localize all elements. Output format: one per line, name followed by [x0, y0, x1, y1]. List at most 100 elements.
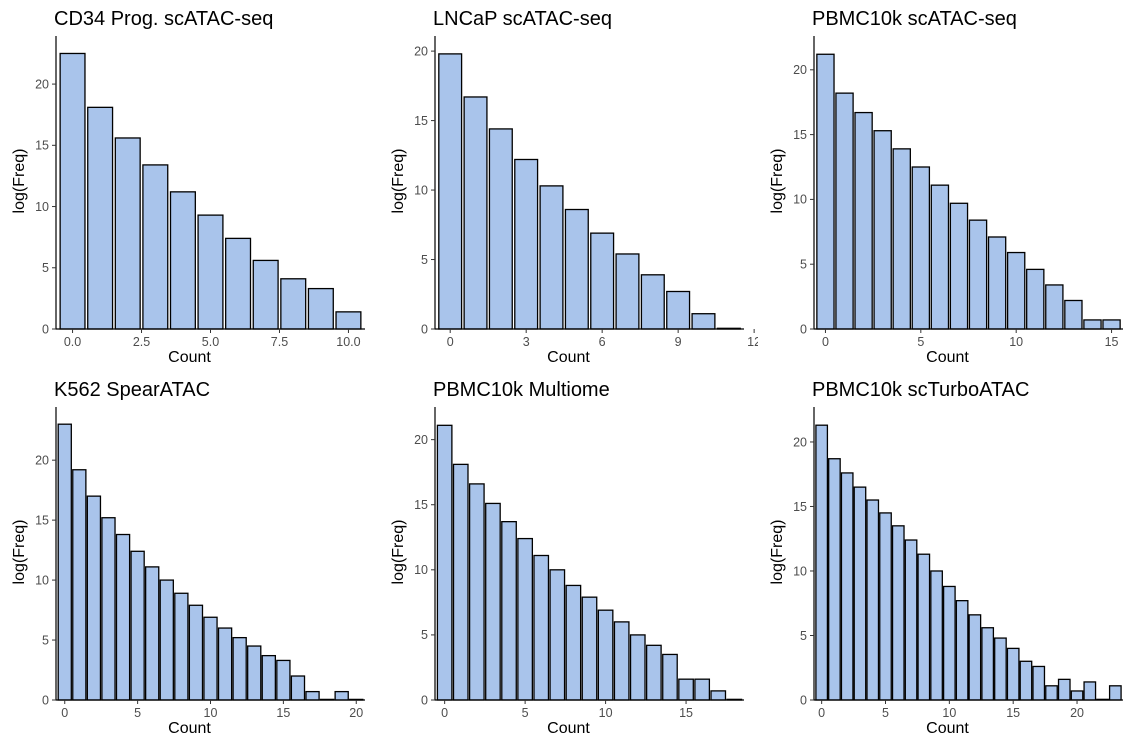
y-tick-label: 0	[421, 322, 428, 336]
bar	[276, 659, 291, 701]
y-axis-label: log(Freq)	[769, 519, 786, 585]
bar	[72, 469, 87, 701]
bar	[115, 533, 131, 701]
bar	[1102, 319, 1121, 330]
bar	[252, 259, 279, 330]
bar	[197, 214, 224, 330]
bar	[1006, 251, 1026, 330]
chart-plot: 0 5 10 15 20 0 3 6 9 12	[414, 36, 758, 349]
bar	[1108, 685, 1122, 701]
y-tick-label: 15	[793, 500, 807, 514]
chart-title: PBMC10k Multiome	[433, 379, 610, 401]
bar	[188, 604, 204, 701]
bar	[987, 236, 1007, 330]
bar	[678, 678, 694, 701]
bar	[514, 158, 539, 330]
bar	[1045, 284, 1064, 330]
bar	[485, 502, 501, 701]
x-axis-label: Count	[547, 349, 590, 366]
bar	[597, 609, 614, 701]
bar	[904, 539, 918, 701]
y-tick-label: 0	[421, 693, 428, 707]
x-tick-label: 12	[747, 335, 758, 349]
bar	[159, 579, 174, 701]
y-tick-label: 15	[35, 513, 49, 527]
x-tick-label: 0	[447, 335, 454, 349]
bar	[942, 585, 956, 701]
bar	[334, 690, 349, 701]
bar	[835, 92, 854, 330]
bar	[232, 636, 247, 701]
bar	[840, 472, 854, 701]
bar	[335, 311, 362, 330]
bar	[463, 96, 488, 330]
x-tick-label: 0	[61, 706, 68, 720]
y-tick-label: 5	[800, 629, 807, 643]
y-tick-label: 15	[414, 114, 428, 128]
bar	[828, 458, 841, 701]
bar	[217, 627, 233, 701]
x-axis-label: Count	[168, 349, 211, 366]
bar	[853, 486, 867, 701]
bar	[1057, 678, 1071, 701]
x-tick-label: 20	[1070, 706, 1084, 720]
bar	[114, 137, 141, 330]
bar	[955, 600, 969, 701]
y-tick-label: 20	[35, 77, 49, 91]
bar	[873, 130, 892, 330]
bar	[564, 208, 589, 330]
bar	[854, 111, 873, 330]
x-tick-label: 5	[134, 706, 141, 720]
y-tick-label: 0	[800, 322, 807, 336]
bar	[615, 253, 640, 330]
x-axis-label: Count	[926, 349, 969, 366]
bar	[994, 637, 1007, 701]
bar	[662, 653, 678, 701]
bar	[468, 483, 485, 701]
x-tick-label: 0	[822, 335, 829, 349]
x-tick-label: 5	[882, 706, 889, 720]
bar	[645, 644, 662, 701]
y-tick-label: 20	[35, 453, 49, 467]
chart-plot: 0 5 10 15 20 0 5 10 15	[414, 407, 744, 720]
bar	[549, 569, 566, 701]
bar	[1045, 685, 1058, 701]
bar	[1064, 299, 1083, 330]
chart-plot: 0 5 10 15 20 0 5 10 15	[793, 36, 1123, 349]
bar	[169, 191, 196, 330]
chart-title: LNCaP scATAC-seq	[433, 8, 612, 30]
bar	[590, 232, 615, 330]
x-tick-label: 15	[1105, 335, 1119, 349]
x-tick-label: 0.0	[64, 335, 81, 349]
y-tick-label: 5	[421, 628, 428, 642]
y-tick-label: 20	[793, 435, 807, 449]
panel-2: PBMC10k scATAC-seq 0 5 10 15 20 0 5 10 15 Count …	[758, 0, 1137, 371]
y-axis-label: log(Freq)	[769, 148, 786, 214]
bar	[968, 219, 988, 330]
x-tick-label: 9	[675, 335, 682, 349]
bar	[290, 675, 306, 701]
y-tick-label: 0	[42, 693, 49, 707]
y-axis-label: log(Freq)	[390, 519, 407, 585]
chart-title: CD34 Prog. scATAC-seq	[54, 8, 274, 30]
bar	[981, 627, 995, 701]
bar	[1070, 690, 1084, 701]
y-axis-label: log(Freq)	[390, 148, 407, 214]
bar	[891, 525, 905, 701]
x-tick-label: 0	[818, 706, 825, 720]
y-tick-label: 0	[800, 693, 807, 707]
x-tick-label: 0	[441, 706, 448, 720]
bar	[710, 690, 727, 701]
y-tick-label: 10	[414, 183, 428, 197]
bar	[203, 616, 218, 701]
bar	[640, 274, 665, 330]
bar	[930, 184, 950, 330]
bar	[59, 52, 86, 330]
bar	[517, 537, 534, 701]
x-tick-label: 10.0	[336, 335, 360, 349]
bar	[1019, 660, 1033, 701]
bar	[879, 512, 892, 701]
y-tick-label: 5	[421, 253, 428, 267]
bar	[174, 592, 189, 701]
